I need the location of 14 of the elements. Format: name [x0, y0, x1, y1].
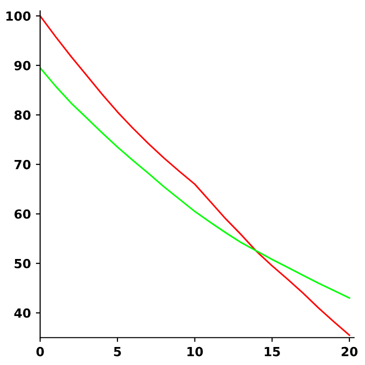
y-tick-label: 90 — [14, 60, 31, 70]
y-tick-label: 100 — [6, 11, 31, 21]
y-tick-label: 80 — [14, 110, 31, 120]
y-tick-label: 40 — [14, 308, 31, 318]
y-tick-label: 70 — [14, 160, 31, 170]
x-tick-label: 5 — [114, 347, 121, 356]
line-series — [40, 67, 350, 299]
y-tick-label: 60 — [14, 209, 31, 219]
x-tick-label: 10 — [187, 346, 203, 356]
x-tick-label: 20 — [342, 346, 358, 356]
x-tick-label: 15 — [264, 347, 280, 356]
line-series — [40, 15, 350, 336]
x-tick-label: 0 — [36, 346, 44, 356]
y-tick-label: 50 — [14, 258, 31, 268]
